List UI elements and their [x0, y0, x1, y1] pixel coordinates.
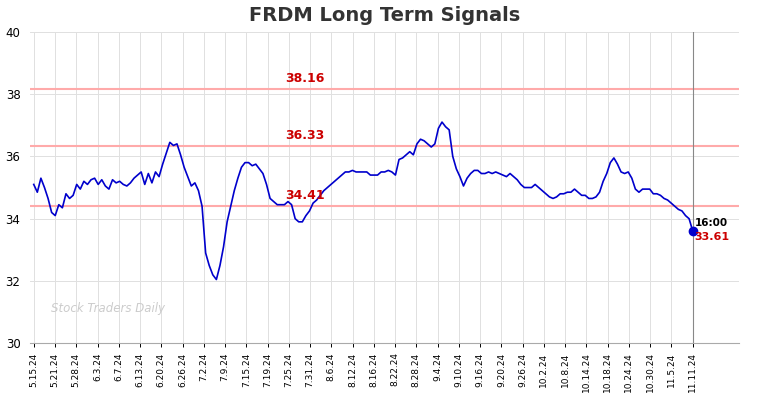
Text: Stock Traders Daily: Stock Traders Daily [52, 302, 165, 315]
Title: FRDM Long Term Signals: FRDM Long Term Signals [249, 6, 521, 25]
Text: 33.61: 33.61 [695, 232, 730, 242]
Text: 38.16: 38.16 [285, 72, 325, 85]
Text: 36.33: 36.33 [285, 129, 325, 142]
Text: 16:00: 16:00 [695, 218, 728, 228]
Text: 34.41: 34.41 [285, 189, 325, 202]
